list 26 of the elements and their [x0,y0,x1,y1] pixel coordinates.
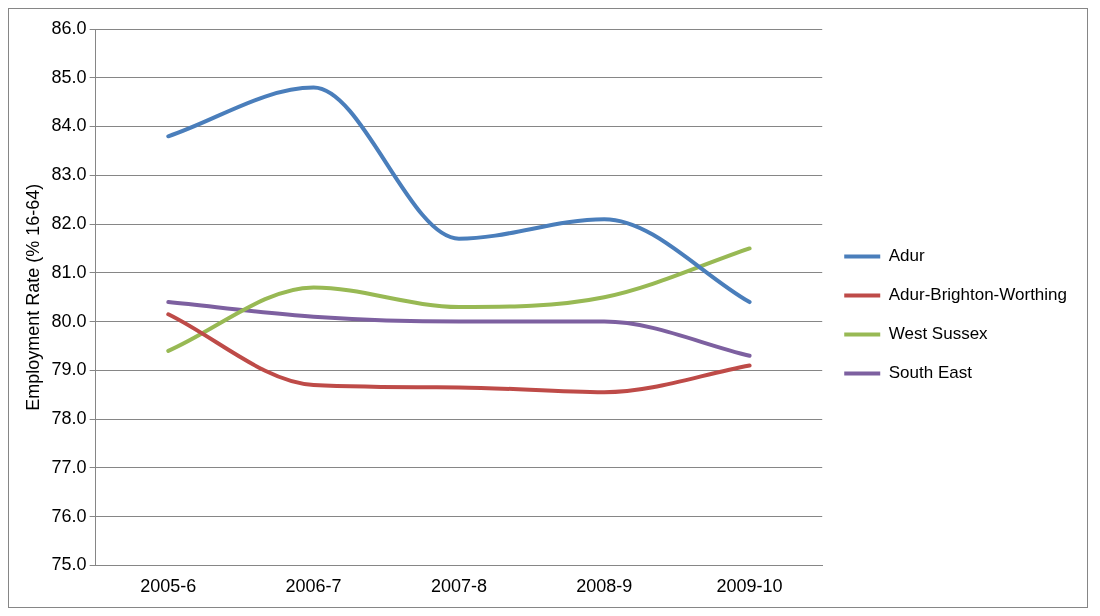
y-tick-label: 83.0 [51,164,87,185]
y-tick-label: 75.0 [51,554,87,575]
y-tick-label: 85.0 [51,66,87,87]
x-tick-label: 2009-10 [716,576,783,597]
x-tick-label: 2007-8 [430,576,487,597]
line-series [166,85,752,305]
y-tick-label: 76.0 [51,505,87,526]
y-tick-label: 81.0 [51,261,87,282]
x-tick-label: 2005-6 [140,576,197,597]
y-tick-label: 78.0 [51,408,87,429]
legend-label: South East [888,363,973,383]
legend-label: West Sussex [888,324,989,344]
y-tick-label: 82.0 [51,213,87,234]
y-axis-title: Employment Rate (% 16-64) [22,183,43,411]
y-tick-label: 86.0 [51,17,87,38]
legend-label: Adur [888,246,925,266]
legend-label: Adur-Brighton-Worthing [888,285,1068,305]
y-tick-label: 80.0 [51,310,87,331]
line-series [166,312,752,395]
y-tick-label: 79.0 [51,359,87,380]
x-tick-label: 2008-9 [576,576,633,597]
y-tick-label: 77.0 [51,456,87,477]
line-series [166,300,752,358]
x-tick-label: 2006-7 [285,576,342,597]
line-series [166,246,752,353]
y-tick-label: 84.0 [51,115,87,136]
